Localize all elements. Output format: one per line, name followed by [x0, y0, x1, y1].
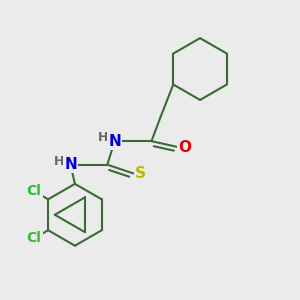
- Text: O: O: [178, 140, 191, 154]
- Text: Cl: Cl: [27, 231, 42, 245]
- Text: N: N: [64, 157, 77, 172]
- Text: H: H: [98, 131, 109, 144]
- Text: S: S: [135, 166, 146, 181]
- Text: N: N: [108, 134, 121, 149]
- Text: H: H: [54, 155, 64, 168]
- Text: Cl: Cl: [27, 184, 42, 198]
